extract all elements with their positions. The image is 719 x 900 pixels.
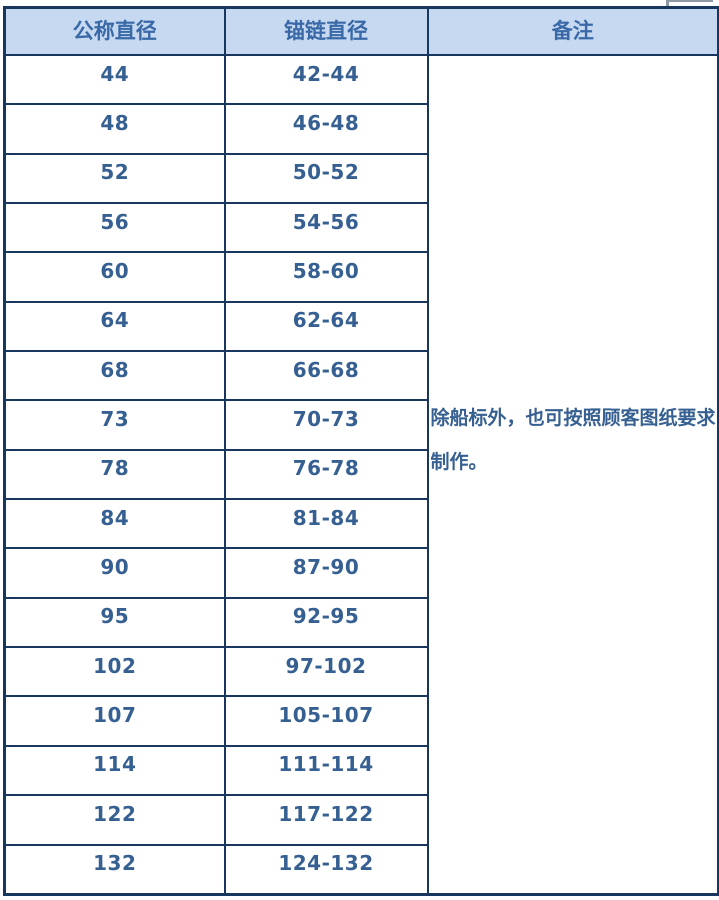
- chain-diameter-cell: 97-102: [223, 646, 429, 698]
- chain-diameter-cell: 87-90: [223, 547, 429, 599]
- table-row: 90 87-90: [3, 547, 719, 599]
- chain-diameter-cell: 111-114: [223, 744, 429, 797]
- chain-diameter-cell: 92-95: [223, 596, 429, 649]
- nominal-diameter-cell: 102: [3, 646, 226, 698]
- remark-text: 除船标外，也可按照顾客图纸要求制作。: [430, 407, 716, 473]
- chain-diameter-cell: 81-84: [223, 498, 429, 550]
- nominal-diameter-cell: 132: [3, 843, 226, 896]
- nominal-diameter-cell: 78: [3, 448, 226, 501]
- table-row: 68 66-68: [3, 350, 719, 402]
- nominal-diameter-cell: 95: [3, 596, 226, 649]
- chain-diameter-cell: 50-52: [223, 152, 429, 205]
- table-row: 132 124-132: [3, 843, 719, 896]
- nominal-diameter-cell: 60: [3, 251, 226, 303]
- nominal-diameter-cell: 44: [3, 53, 226, 106]
- chain-diameter-cell: 70-73: [223, 399, 429, 451]
- table-row: 78 76-78: [3, 448, 719, 501]
- table-row: 107 105-107: [3, 695, 719, 747]
- table-row: 73 70-73: [3, 399, 719, 451]
- table-row: 114 111-114: [3, 744, 719, 797]
- chain-diameter-cell: 42-44: [223, 53, 429, 106]
- nominal-diameter-cell: 52: [3, 152, 226, 205]
- stray-artifact-tick: [666, 0, 669, 6]
- table-row: 52 50-52: [3, 152, 719, 205]
- remark-cell: 除船标外，也可按照顾客图纸要求制作。: [426, 54, 719, 896]
- header-chain-diameter: 锚链直径: [223, 6, 429, 56]
- nominal-diameter-cell: 48: [3, 103, 226, 155]
- table-row: 48 46-48: [3, 103, 719, 155]
- table-row: 95 92-95: [3, 596, 719, 649]
- nominal-diameter-cell: 90: [3, 547, 226, 599]
- table-row: 64 62-64: [3, 300, 719, 353]
- table-row: 60 58-60: [3, 251, 719, 303]
- chain-diameter-cell: 58-60: [223, 251, 429, 303]
- stray-artifact-line: [666, 0, 713, 2]
- nominal-diameter-cell: 122: [3, 794, 226, 846]
- header-remark: 备注: [426, 6, 719, 56]
- chain-diameter-cell: 117-122: [223, 794, 429, 846]
- header-nominal-diameter: 公称直径: [3, 6, 226, 56]
- table-row: 44 42-44 除船标外，也可按照顾客图纸要求制作。: [3, 53, 719, 896]
- table-row: 122 117-122: [3, 794, 719, 846]
- chain-diameter-cell: 46-48: [223, 103, 429, 155]
- nominal-diameter-cell: 84: [3, 498, 226, 550]
- nominal-diameter-cell: 114: [3, 744, 226, 797]
- table-row: 102 97-102: [3, 646, 719, 698]
- chain-diameter-cell: 76-78: [223, 448, 429, 501]
- header-row: 公称直径 锚链直径 备注: [3, 6, 719, 56]
- nominal-diameter-cell: 73: [3, 399, 226, 451]
- chain-diameter-cell: 62-64: [223, 300, 429, 353]
- nominal-diameter-cell: 68: [3, 350, 226, 402]
- nominal-diameter-cell: 107: [3, 695, 226, 747]
- nominal-diameter-cell: 64: [3, 300, 226, 353]
- table-row: 56 54-56: [3, 202, 719, 254]
- chain-diameter-cell: 66-68: [223, 350, 429, 402]
- nominal-diameter-cell: 56: [3, 202, 226, 254]
- chain-diameter-cell: 124-132: [223, 843, 429, 896]
- table-row: 84 81-84: [3, 498, 719, 550]
- spec-table: 公称直径 锚链直径 备注 44 42-44 除船标外，也可按照顾客图纸要求制作。 48…: [3, 6, 719, 896]
- chain-diameter-cell: 54-56: [223, 202, 429, 254]
- chain-diameter-cell: 105-107: [223, 695, 429, 747]
